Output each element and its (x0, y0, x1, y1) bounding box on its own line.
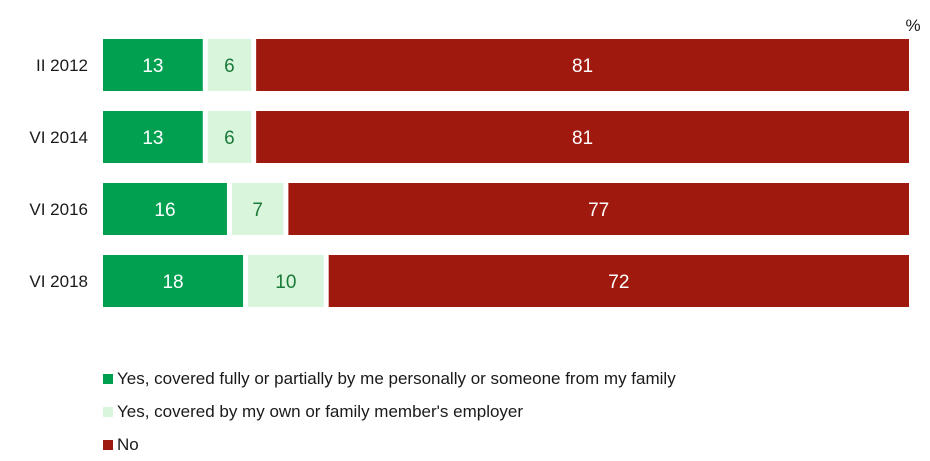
bar-segment (256, 39, 909, 91)
data-label: 6 (224, 128, 235, 149)
data-label: 16 (154, 200, 175, 221)
data-label: 81 (572, 128, 593, 149)
data-label: 72 (608, 272, 629, 293)
bar-segment (256, 111, 909, 163)
data-label: 77 (588, 200, 609, 221)
legend-item-full-partial: Yes, covered fully or partially by me pe… (103, 362, 676, 395)
legend-swatch (103, 406, 113, 417)
data-label: 13 (142, 56, 163, 77)
legend-swatch (103, 439, 113, 450)
bar-segment (103, 111, 203, 163)
bar-segment (207, 111, 252, 163)
bar-segment (103, 39, 203, 91)
unit-label: % (905, 16, 920, 35)
bar-segment (248, 255, 324, 307)
bar-segment (288, 183, 909, 235)
bar-segment (328, 255, 909, 307)
bar-segment (103, 255, 244, 307)
data-label: 10 (275, 272, 296, 293)
category-label: VI 2014 (29, 128, 88, 147)
legend-item-no: No (103, 428, 676, 461)
data-label: 81 (572, 56, 593, 77)
data-label: 18 (162, 272, 183, 293)
category-label: VI 2016 (29, 200, 88, 219)
legend-label: Yes, covered fully or partially by me pe… (117, 368, 676, 388)
legend-label: No (117, 434, 139, 454)
bar-segment (103, 183, 227, 235)
bar-segment (207, 39, 252, 91)
legend-swatch (103, 373, 113, 384)
legend-item-employer: Yes, covered by my own or family member'… (103, 395, 676, 428)
category-label: VI 2018 (29, 272, 88, 291)
category-label: II 2012 (36, 56, 88, 75)
data-label: 6 (224, 56, 235, 77)
data-label: 7 (252, 200, 263, 221)
data-label: 13 (142, 128, 163, 149)
legend-label: Yes, covered by my own or family member'… (117, 401, 524, 421)
legend: Yes, covered fully or partially by me pe… (103, 362, 676, 461)
category-labels-group: II 2012 VI 2014 VI 2016 VI 2018 (29, 56, 88, 291)
bar-segment (231, 183, 284, 235)
